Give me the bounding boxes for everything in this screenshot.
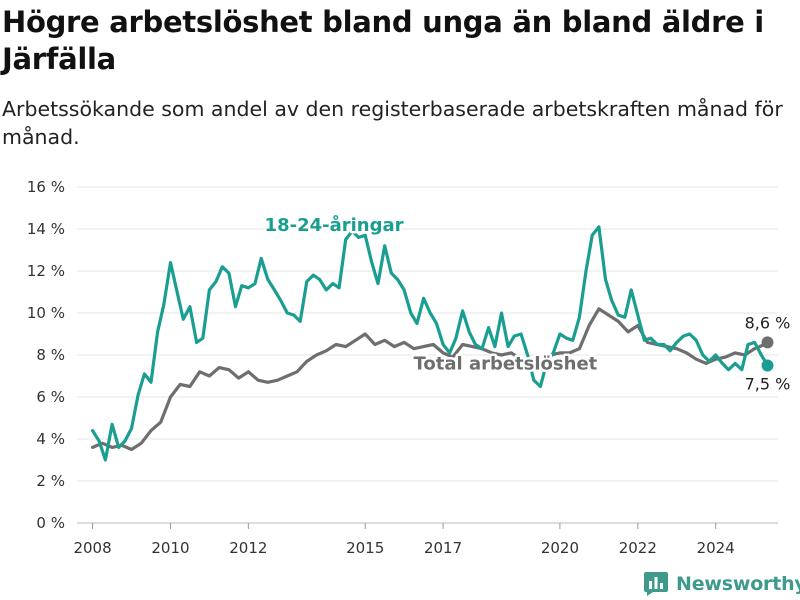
chart-title: Högre arbetslöshet bland unga än bland ä… bbox=[2, 5, 764, 76]
endpoint-dot-youth bbox=[761, 359, 774, 372]
annotation-youth: 18-24-åringar bbox=[265, 214, 404, 236]
bar-chart-logo-icon bbox=[644, 572, 668, 596]
y-axis-ticks: 0 % 2 % 4 % 6 % 8 % 10 % 12 % 14 % 16 % bbox=[27, 178, 65, 532]
x-tick-label: 2015 bbox=[346, 539, 384, 557]
brand-name: Newsworthy bbox=[676, 573, 800, 595]
end-label-total: 8,6 % bbox=[745, 313, 791, 332]
y-tick-label: 10 % bbox=[27, 304, 65, 322]
grid-lines bbox=[77, 186, 778, 524]
series-line-youth bbox=[91, 225, 770, 462]
y-tick-label: 2 % bbox=[36, 472, 65, 490]
x-tick-label: 2017 bbox=[424, 539, 462, 557]
end-label-youth: 7,5 % bbox=[745, 375, 791, 394]
y-tick-label: 16 % bbox=[27, 178, 65, 196]
annotation-total: Total arbetslöshet bbox=[414, 354, 598, 375]
y-tick-label: 14 % bbox=[27, 220, 65, 238]
x-tick-label: 2022 bbox=[619, 539, 657, 557]
x-tick-label: 2024 bbox=[697, 539, 735, 557]
x-tick-label: 2020 bbox=[541, 539, 579, 557]
brand-logo: Newsworthy bbox=[644, 570, 800, 598]
series-lines bbox=[91, 225, 774, 462]
chart-subtitle: Arbetssökande som andel av den registerb… bbox=[2, 97, 783, 149]
x-tick-label: 2010 bbox=[151, 539, 189, 557]
y-tick-label: 8 % bbox=[36, 346, 65, 364]
y-tick-label: 0 % bbox=[36, 514, 65, 532]
y-tick-label: 12 % bbox=[27, 262, 65, 280]
x-tick-label: 2012 bbox=[229, 539, 267, 557]
x-tick-label: 2008 bbox=[73, 539, 111, 557]
y-tick-label: 4 % bbox=[36, 430, 65, 448]
x-axis-ticks: 2008 2010 2012 2015 2017 2020 2022 2024 bbox=[73, 523, 735, 557]
y-tick-label: 6 % bbox=[36, 388, 65, 406]
line-chart: 0 % 2 % 4 % 6 % 8 % 10 % 12 % 14 % 16 % 2008 2010… bbox=[27, 178, 791, 557]
annotations: 8,6 % 7,5 % 18-24-åringar Total arbetslöshe… bbox=[262, 212, 791, 394]
endpoint-dot-total bbox=[761, 336, 774, 349]
